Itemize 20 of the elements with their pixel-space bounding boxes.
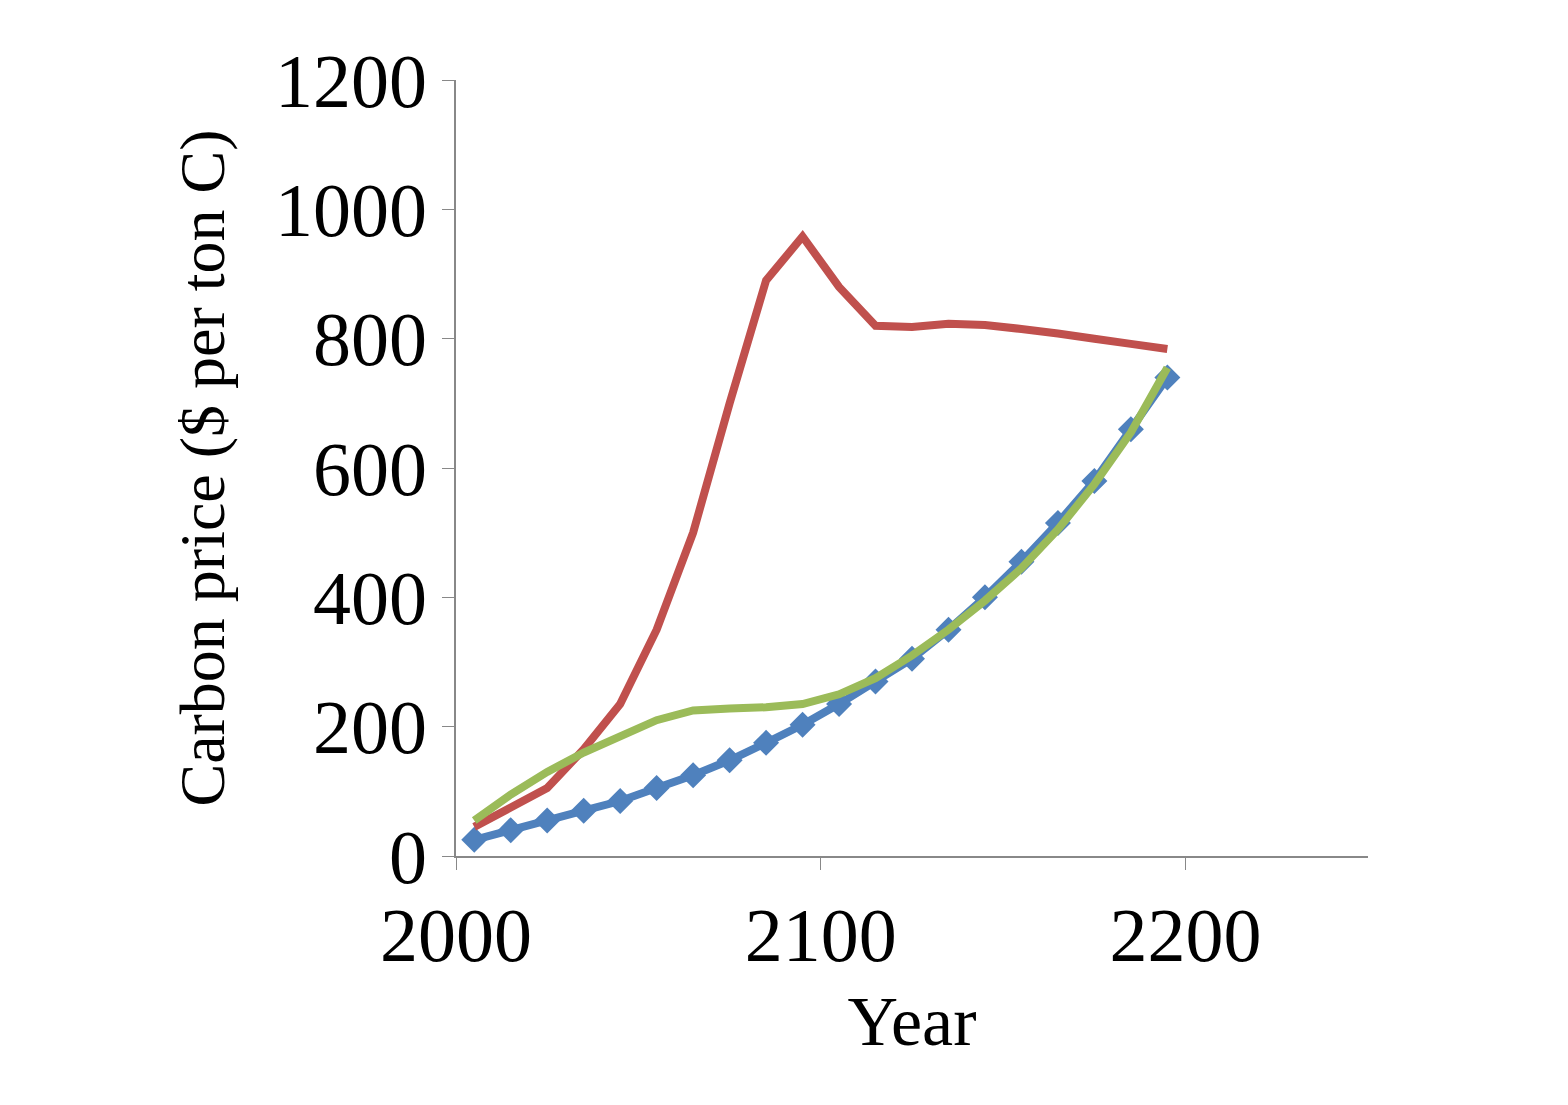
y-tick-label: 400: [313, 555, 428, 640]
point: [716, 747, 743, 774]
y-tick-label: 1000: [275, 167, 428, 252]
point: [643, 775, 670, 802]
point: [680, 762, 707, 789]
point: [607, 788, 634, 815]
y-axis-title: Carbon price ($ per ton C): [166, 129, 238, 807]
x-tick-label: 2100: [744, 892, 897, 977]
y-tick-label: 200: [313, 685, 428, 770]
x-tick-label: 2200: [1109, 892, 1262, 977]
point: [570, 797, 597, 824]
y-tick-label: 600: [313, 426, 428, 511]
y-tick-label: 1200: [275, 38, 428, 123]
point: [789, 711, 816, 738]
point: [753, 729, 780, 756]
point: [534, 807, 561, 834]
point: [497, 817, 524, 844]
x-axis-title: Year: [847, 982, 977, 1060]
y-tick-label: 800: [313, 297, 428, 382]
point: [461, 826, 488, 853]
